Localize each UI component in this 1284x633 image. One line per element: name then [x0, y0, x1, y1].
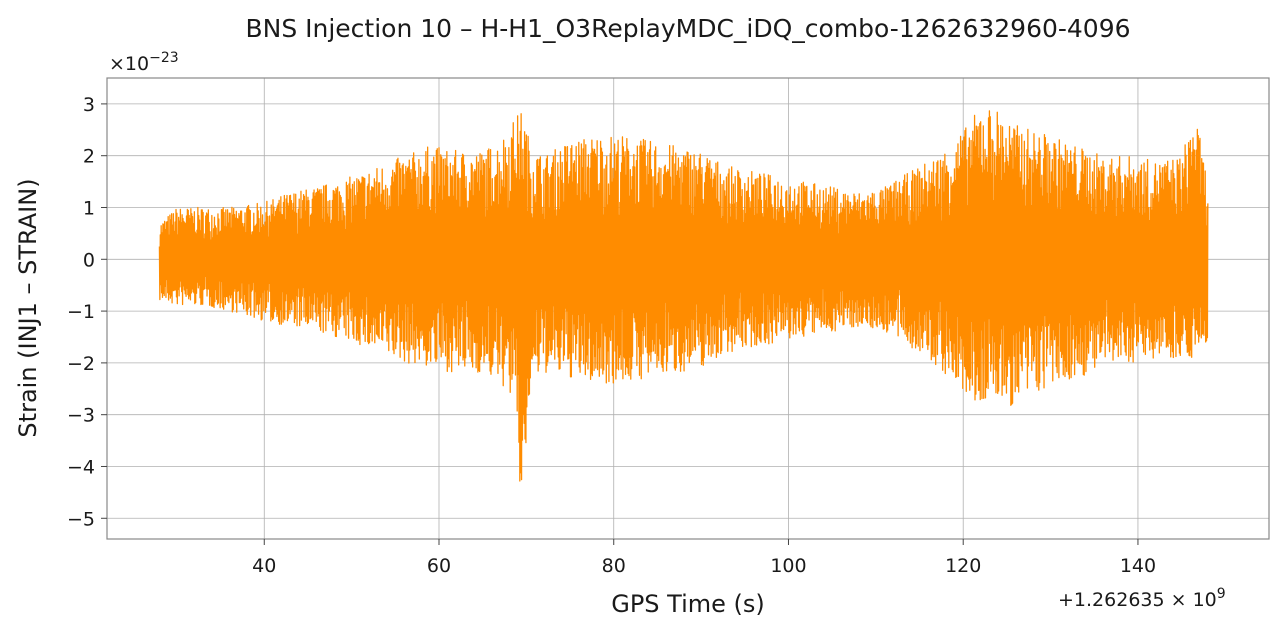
y-tick-label: 1	[83, 197, 95, 219]
y-tick-label: 3	[83, 94, 95, 116]
x-axis-label: GPS Time (s)	[611, 590, 765, 618]
y-axis-label: Strain (INJ1 – STRAIN)	[14, 178, 42, 437]
x-tick-label: 40	[252, 555, 276, 577]
x-tick-label: 140	[1120, 555, 1156, 577]
x-axis: 40 60 80 100 120 140	[252, 539, 1156, 577]
x-offset-base: +1.262635 × 10	[1058, 589, 1217, 611]
y-tick-label: 0	[83, 249, 95, 271]
y-tick-label: 2	[83, 146, 95, 168]
y-scale-exponent: −23	[149, 50, 179, 66]
y-tick-label: −5	[67, 508, 95, 530]
x-tick-label: 120	[945, 555, 981, 577]
y-axis: 3 2 1 0 −1 −2 −3 −4 −5	[67, 94, 107, 530]
x-offset-label: +1.262635 × 109	[1058, 586, 1226, 611]
y-tick-label: −2	[67, 353, 95, 375]
plot-frame	[106, 77, 1270, 540]
y-tick-label: −1	[67, 301, 95, 323]
chart-title: BNS Injection 10 – H-H1_O3ReplayMDC_iDQ_…	[245, 14, 1130, 43]
x-tick-label: 80	[602, 555, 626, 577]
y-scale-base: ×10	[109, 53, 149, 75]
y-tick-label: −4	[67, 456, 95, 478]
x-offset-exponent: 9	[1217, 586, 1226, 602]
y-tick-label: −3	[67, 405, 95, 427]
y-scale-factor: ×10−23	[109, 50, 179, 75]
x-tick-label: 60	[427, 555, 451, 577]
strain-series	[158, 110, 1209, 482]
strain-series-line	[158, 110, 1209, 482]
x-tick-label: 100	[770, 555, 806, 577]
